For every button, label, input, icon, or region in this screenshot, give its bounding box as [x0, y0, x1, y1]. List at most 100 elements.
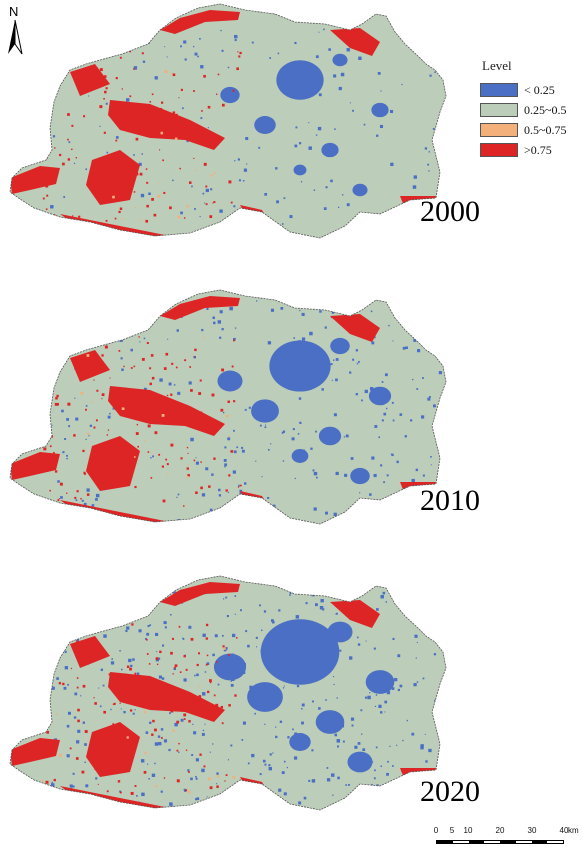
- high-level-patch: [82, 684, 86, 688]
- high-level-patch: [43, 392, 47, 396]
- high-level-patch: [93, 697, 95, 699]
- high-level-patch: [179, 123, 183, 126]
- low-level-cluster: [254, 116, 276, 134]
- high-level-patch: [159, 149, 161, 151]
- low-level-patch: [54, 640, 58, 643]
- low-level-patch: [325, 186, 328, 189]
- low-level-patch: [223, 458, 227, 462]
- low-level-patch: [50, 46, 53, 49]
- high-level-patch: [172, 73, 176, 77]
- low-level-patch: [234, 595, 237, 597]
- high-level-patch: [136, 423, 139, 426]
- high-level-patch: [171, 709, 173, 711]
- high-level-patch: [193, 414, 197, 418]
- low-level-patch: [225, 596, 228, 599]
- low-level-patch: [428, 624, 431, 627]
- high-level-patch: [111, 194, 113, 196]
- low-level-patch: [180, 45, 182, 48]
- low-level-patch: [405, 346, 408, 349]
- low-level-patch: [132, 658, 135, 661]
- low-level-patch: [60, 496, 63, 499]
- low-level-patch: [97, 588, 101, 592]
- low-level-patch: [340, 72, 345, 77]
- low-level-patch: [336, 804, 339, 808]
- high-level-patch: [174, 114, 177, 117]
- low-level-patch: [373, 473, 377, 478]
- low-level-patch: [342, 740, 345, 743]
- low-level-patch: [432, 127, 435, 130]
- low-level-patch: [148, 778, 150, 780]
- low-level-patch: [261, 629, 263, 632]
- high-level-patch: [138, 129, 141, 132]
- high-level-patch: [157, 684, 159, 686]
- low-level-patch: [412, 38, 415, 40]
- low-level-patch: [67, 683, 69, 686]
- low-level-patch: [133, 154, 135, 156]
- low-level-patch: [428, 748, 432, 753]
- high-level-patch: [228, 704, 231, 707]
- low-level-patch: [395, 795, 399, 799]
- high-level-patch: [101, 354, 104, 357]
- low-level-cluster: [368, 386, 392, 406]
- low-level-patch: [174, 722, 178, 727]
- low-level-patch: [173, 667, 177, 671]
- low-level-patch: [218, 494, 222, 497]
- low-level-patch: [336, 739, 341, 743]
- low-level-patch: [429, 396, 431, 398]
- high-level-patch: [159, 650, 162, 654]
- low-level-patch: [141, 792, 145, 797]
- low-level-patch: [243, 168, 248, 172]
- low-level-patch: [57, 480, 60, 483]
- high-level-patch: [175, 132, 178, 135]
- low-level-patch: [377, 71, 381, 75]
- low-level-patch: [181, 602, 183, 604]
- low-level-patch: [427, 397, 431, 401]
- high-level-patch: [185, 789, 188, 792]
- low-level-patch: [424, 589, 427, 592]
- low-level-patch: [431, 586, 433, 589]
- low-level-patch: [216, 772, 219, 775]
- low-level-patch: [267, 341, 272, 345]
- high-level-patch: [43, 155, 45, 158]
- high-level-patch: [115, 139, 118, 142]
- low-level-patch: [167, 338, 169, 340]
- high-level-patch: [134, 206, 137, 209]
- high-level-patch: [117, 692, 121, 696]
- high-level-patch: [199, 411, 203, 414]
- high-level-patch: [53, 778, 56, 782]
- high-level-patch: [47, 789, 50, 792]
- high-level-patch: [198, 392, 202, 395]
- low-level-patch: [128, 658, 132, 663]
- high-level-patch: [170, 651, 173, 655]
- low-level-patch: [63, 629, 66, 631]
- low-level-patch: [358, 806, 360, 808]
- scale-tick: 30: [527, 826, 537, 835]
- high-level-patch: [177, 215, 181, 219]
- low-level-patch: [111, 658, 113, 660]
- high-level-patch: [183, 217, 186, 219]
- low-level-patch: [354, 745, 358, 749]
- low-level-patch: [150, 457, 152, 459]
- legend-swatch: [480, 103, 518, 117]
- high-level-patch: [228, 653, 230, 656]
- low-level-patch: [132, 712, 135, 715]
- low-level-patch: [411, 478, 415, 483]
- low-level-patch: [271, 619, 274, 623]
- low-level-patch: [337, 206, 340, 208]
- low-level-patch: [335, 358, 339, 361]
- low-level-patch: [121, 368, 124, 371]
- low-level-patch: [231, 633, 236, 638]
- high-level-zone: [70, 64, 110, 96]
- low-level-cluster: [293, 164, 307, 176]
- low-level-patch: [298, 801, 302, 805]
- high-level-patch: [87, 432, 90, 435]
- high-level-patch: [213, 457, 216, 460]
- low-level-cluster: [352, 183, 368, 197]
- high-level-patch: [93, 426, 96, 429]
- low-level-patch: [434, 602, 438, 606]
- low-level-patch: [384, 700, 388, 704]
- high-level-patch: [130, 791, 134, 795]
- high-level-patch: [166, 463, 169, 466]
- high-level-patch: [185, 668, 188, 671]
- high-level-patch: [149, 101, 152, 103]
